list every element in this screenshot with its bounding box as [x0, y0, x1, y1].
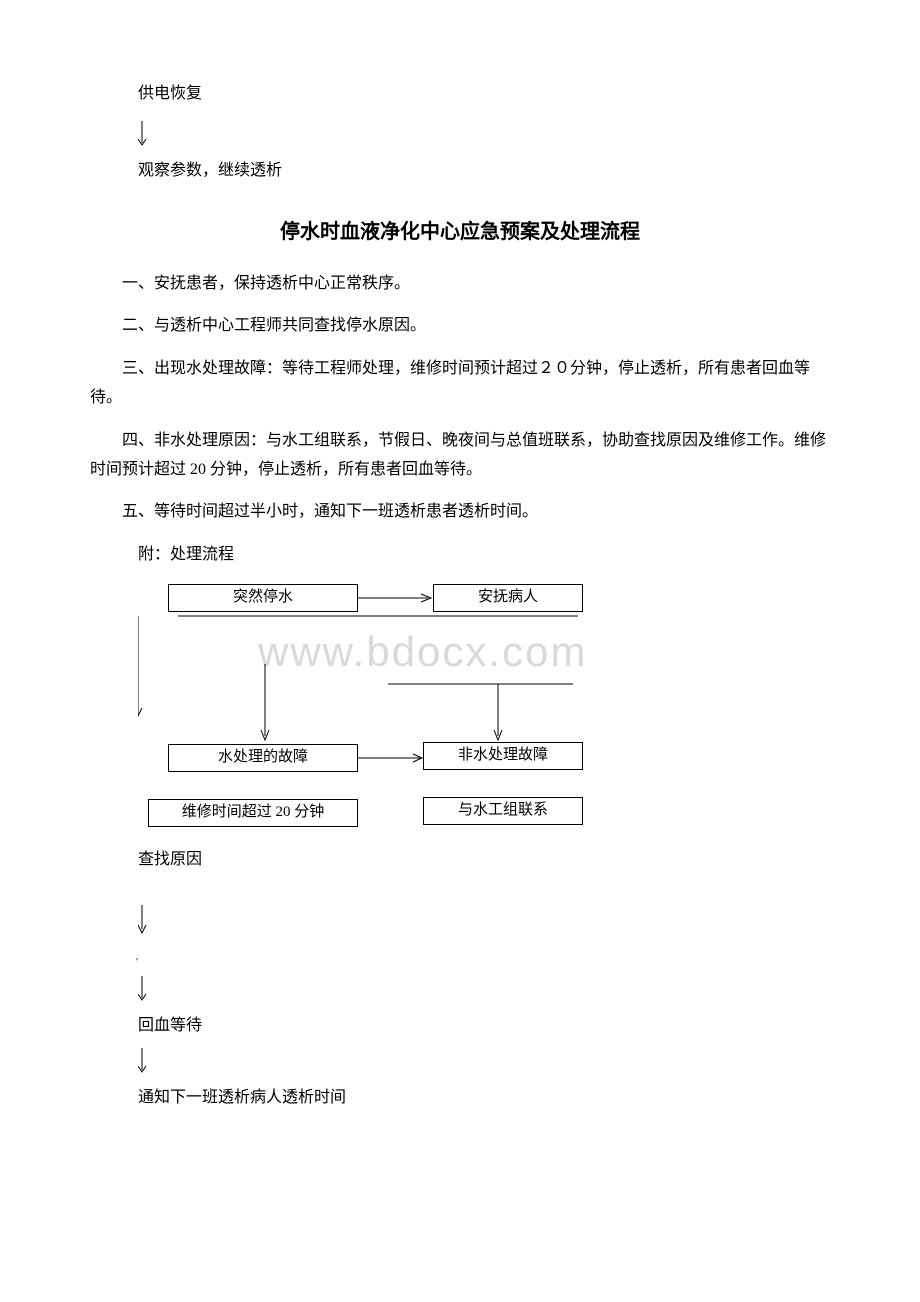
arrow-down-1	[138, 121, 830, 149]
paragraph-1: 一、安抚患者，保持透析中心正常秩序。	[90, 270, 830, 299]
top-line-1: 供电恢复	[138, 80, 830, 109]
paragraph-3: 三、出现水处理故障：等待工程师处理，维修时间预计超过２０分钟，停止透析，所有患者…	[90, 355, 830, 413]
bottom-text-notify-next: 通知下一班透析病人透析时间	[138, 1084, 830, 1113]
bottom-text-return-blood: 回血等待	[138, 1012, 830, 1041]
flow-box-water-fault: 水处理的故障	[168, 744, 358, 772]
arrow-down-4	[138, 1048, 830, 1076]
paragraph-2: 二、与透析中心工程师共同查找停水原因。	[90, 312, 830, 341]
document-title: 停水时血液净化中心应急预案及处理流程	[90, 214, 830, 250]
paragraph-5: 五、等待时间超过半小时，通知下一班透析患者透析时间。	[90, 498, 830, 527]
attach-label: 附：处理流程	[138, 541, 830, 570]
arrow-down-2	[138, 905, 830, 946]
flow-box-repair-over-20: 维修时间超过 20 分钟	[148, 799, 358, 827]
arrow-down-3	[138, 976, 830, 1004]
flow-box-nonwater-fault: 非水处理故障	[423, 742, 583, 770]
flow-box-sudden-stop: 突然停水	[168, 584, 358, 612]
bottom-text-find-cause: 查找原因	[138, 846, 830, 875]
paragraph-4: 四、非水处理原因：与水工组联系，节假日、晚夜间与总值班联系，协助查找原因及维修工…	[90, 427, 830, 485]
top-line-2: 观察参数，继续透析	[138, 157, 830, 186]
flowchart-container: www.bdocx.com 突然停水 安抚病人 水处理的故障 非水处理故障 维修…	[138, 584, 778, 834]
flow-box-comfort-patient: 安抚病人	[433, 584, 583, 612]
tiny-tick-mark: ′	[136, 954, 830, 972]
flow-box-contact-water-team: 与水工组联系	[423, 797, 583, 825]
